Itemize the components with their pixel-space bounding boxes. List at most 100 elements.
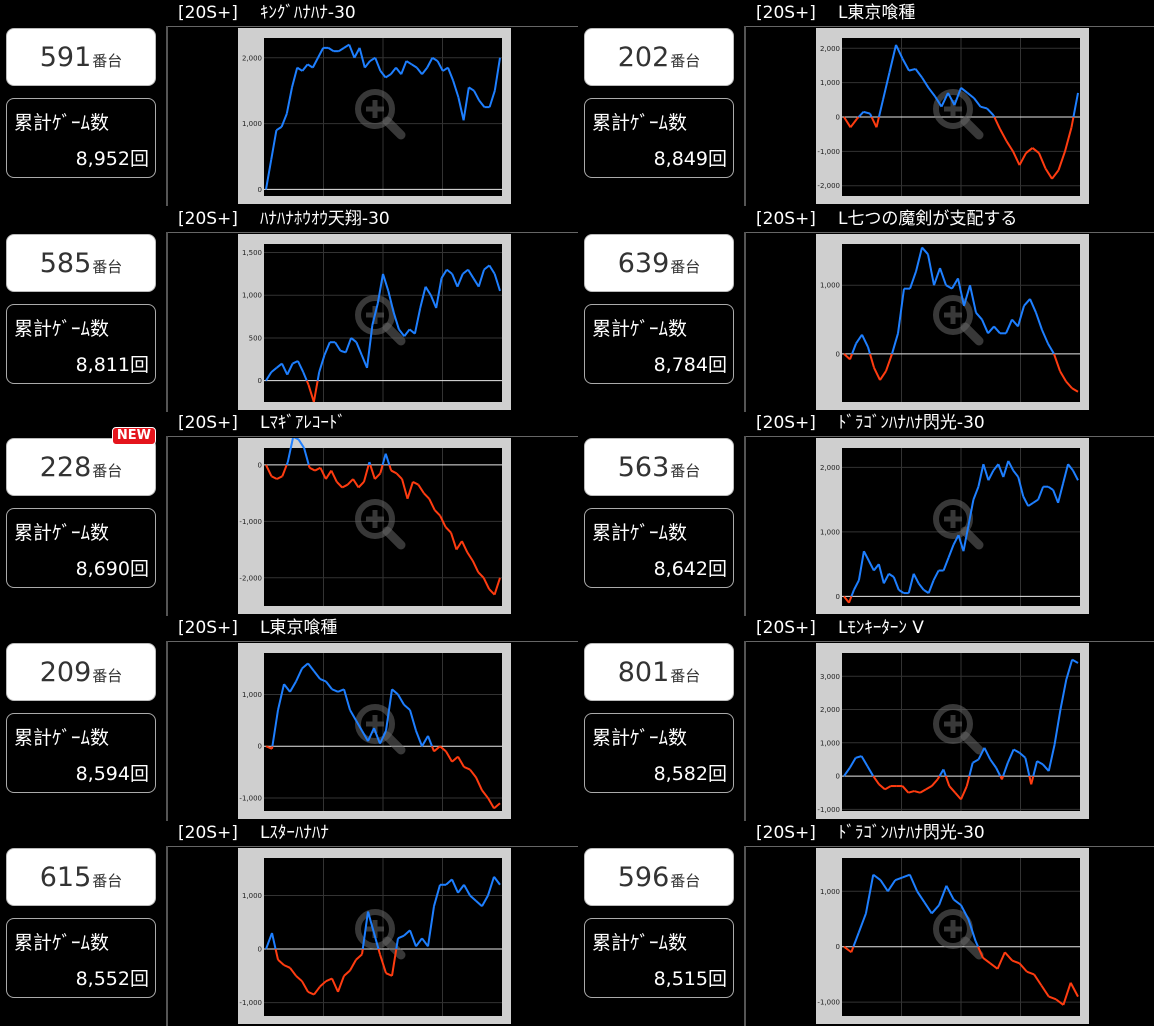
total-games-suffix: 回 bbox=[708, 968, 727, 990]
y-tick-label: 1,000 bbox=[242, 120, 262, 128]
rate-tag: [20S+] bbox=[178, 206, 238, 232]
total-games-suffix: 回 bbox=[130, 968, 149, 990]
total-games-value: 8,582回 bbox=[654, 759, 727, 786]
machine-number-button[interactable]: 209番台 bbox=[6, 643, 156, 701]
machine-number-button[interactable]: 801番台 bbox=[584, 643, 734, 701]
machine-name: Lｽﾀｰﾊﾅﾊﾅ bbox=[260, 820, 329, 846]
total-games-value: 8,552回 bbox=[76, 964, 149, 991]
rate-tag: [20S+] bbox=[756, 615, 816, 641]
machine-number-button[interactable]: 615番台 bbox=[6, 848, 156, 906]
machine-number-button[interactable]: 585番台 bbox=[6, 234, 156, 292]
machine-number: 202 bbox=[618, 42, 670, 73]
machine-header: [20S+]Lｽﾀｰﾊﾅﾊﾅ bbox=[168, 820, 578, 847]
machine-number-button[interactable]: 563番台 bbox=[584, 438, 734, 496]
total-games-suffix: 回 bbox=[708, 558, 727, 580]
machine-header: [20S+]ﾄﾞﾗｺﾞﾝﾊﾅﾊﾅ閃光-30 bbox=[746, 410, 1154, 437]
y-tick-label: 1,000 bbox=[820, 888, 840, 896]
y-tick-label: -2,000 bbox=[817, 182, 840, 190]
machine-header: [20S+] Lﾓﾝｷｰﾀｰﾝ V bbox=[746, 615, 1154, 642]
y-tick-label: 0 bbox=[258, 377, 262, 385]
machine-suffix: 番台 bbox=[670, 52, 700, 70]
total-games-number: 8,690 bbox=[76, 558, 130, 580]
total-games-number: 8,811 bbox=[76, 354, 130, 376]
machine-suffix: 番台 bbox=[92, 258, 122, 276]
y-tick-label: 0 bbox=[258, 743, 262, 751]
total-games-suffix: 回 bbox=[130, 763, 149, 785]
total-games-suffix: 回 bbox=[130, 354, 149, 376]
machine-suffix: 番台 bbox=[92, 667, 122, 685]
y-tick-label: 1,000 bbox=[242, 292, 262, 300]
total-games-number: 8,582 bbox=[654, 763, 708, 785]
machine-header: [20S+]ﾄﾞﾗｺﾞﾝﾊﾅﾊﾅ閃光-30 bbox=[746, 820, 1154, 847]
y-tick-label: 0 bbox=[836, 943, 840, 951]
machine-header: [20S+]L東京喰種 bbox=[168, 615, 578, 642]
slump-graph[interactable]: 0 1,000 2,000 bbox=[816, 438, 1089, 614]
rate-tag: [20S+] bbox=[756, 206, 816, 232]
total-games-value: 8,952回 bbox=[76, 144, 149, 171]
y-tick-label: 2,000 bbox=[820, 464, 840, 472]
total-games-label: 累計ｹﾞｰﾑ数 bbox=[592, 314, 687, 341]
machine-suffix: 番台 bbox=[92, 872, 122, 890]
machine-suffix: 番台 bbox=[670, 872, 700, 890]
total-games-number: 8,642 bbox=[654, 558, 708, 580]
machine-number: 228 bbox=[40, 452, 92, 483]
machine-name: ﾊﾅﾊﾅﾎｳｵｳ天翔-30 bbox=[260, 206, 390, 232]
y-tick-label: 0 bbox=[258, 186, 262, 194]
machine-number-button[interactable]: 202番台 bbox=[584, 28, 734, 86]
total-games-box: 累計ｹﾞｰﾑ数 8,784回 bbox=[584, 304, 734, 384]
rate-tag: [20S+] bbox=[756, 0, 816, 26]
divider bbox=[744, 436, 746, 616]
machine-header: [20S+] ﾊﾅﾊﾅﾎｳｵｳ天翔-30 bbox=[168, 206, 578, 233]
total-games-suffix: 回 bbox=[130, 148, 149, 170]
total-games-number: 8,849 bbox=[654, 148, 708, 170]
total-games-label: 累計ｹﾞｰﾑ数 bbox=[14, 314, 109, 341]
machine-number-button[interactable]: 639番台 bbox=[584, 234, 734, 292]
machine-name: Lﾓﾝｷｰﾀｰﾝ V bbox=[838, 615, 924, 641]
machine-number-button[interactable]: 596番台 bbox=[584, 848, 734, 906]
machine-number: 615 bbox=[40, 862, 92, 893]
total-games-value: 8,784回 bbox=[654, 350, 727, 377]
machine-header: [20S+]Lﾏｷﾞｱﾚｺｰﾄﾞ bbox=[168, 410, 578, 437]
divider bbox=[166, 846, 168, 1026]
total-games-suffix: 回 bbox=[130, 558, 149, 580]
y-tick-label: 0 bbox=[836, 593, 840, 601]
total-games-value: 8,515回 bbox=[654, 964, 727, 991]
new-badge: NEW bbox=[112, 427, 156, 445]
series-segment bbox=[293, 438, 298, 440]
y-tick-label: -1,000 bbox=[239, 999, 262, 1007]
machine-number: 596 bbox=[618, 862, 670, 893]
divider bbox=[166, 232, 168, 412]
y-tick-label: 1,000 bbox=[820, 528, 840, 536]
total-games-label: 累計ｹﾞｰﾑ数 bbox=[14, 723, 109, 750]
total-games-value: 8,849回 bbox=[654, 144, 727, 171]
y-tick-label: 0 bbox=[836, 773, 840, 781]
divider bbox=[166, 26, 168, 206]
machine-number-button[interactable]: 591番台 bbox=[6, 28, 156, 86]
y-tick-label: 0 bbox=[836, 114, 840, 122]
rate-tag: [20S+] bbox=[756, 410, 816, 436]
